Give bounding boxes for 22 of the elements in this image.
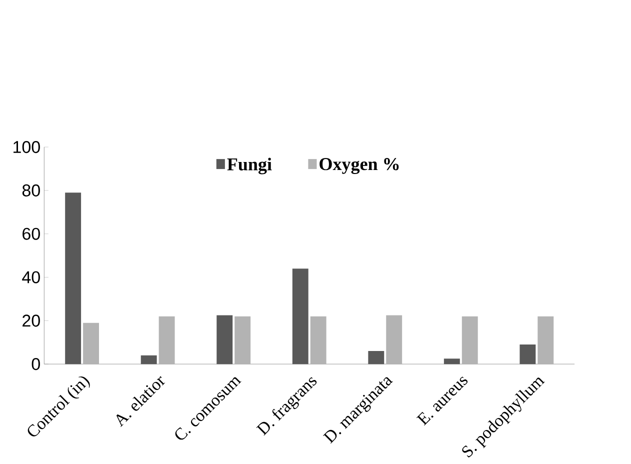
bar [462,316,478,364]
bar [140,355,157,364]
bar [368,351,384,364]
bar [65,192,82,364]
bar [216,315,233,364]
bar [234,316,251,364]
bar [310,316,326,364]
legend-label: Fungi [227,158,272,174]
bar [444,358,460,364]
y-tick-label: 40 [22,271,40,284]
bar [386,315,402,364]
y-tick-label: 20 [22,314,40,327]
bar [292,268,308,364]
legend-label: Oxygen % [320,158,399,174]
bar [538,316,554,364]
y-tick-label: 60 [22,228,40,240]
y-tick-label: 0 [32,358,40,370]
y-tick-label: 100 [14,141,40,154]
bar [520,344,536,364]
bar [83,322,99,364]
y-tick-label: 80 [22,184,40,197]
bar [158,316,175,364]
